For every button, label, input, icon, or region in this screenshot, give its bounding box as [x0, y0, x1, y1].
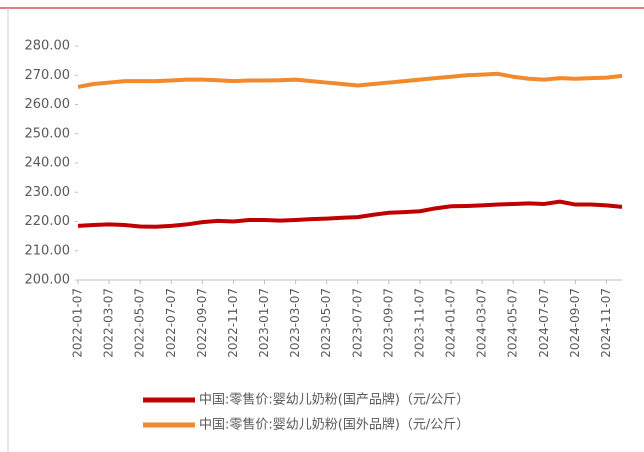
y-tick-label: 280.00 [25, 39, 71, 54]
x-tick-label: 2022-03-07 [102, 288, 116, 358]
y-tick-label: 240.00 [25, 156, 71, 171]
x-tick-label: 2024-03-07 [475, 288, 489, 358]
x-tick-label: 2023-05-07 [319, 288, 333, 358]
x-tick-label: 2024-01-07 [444, 288, 458, 358]
x-tick-label: 2023-03-07 [288, 288, 302, 358]
x-tick-label: 2024-07-07 [537, 288, 551, 358]
y-tick-label: 200.00 [25, 273, 71, 288]
x-tick-label: 2024-09-07 [568, 288, 582, 358]
x-tick-label: 2022-07-07 [164, 288, 178, 358]
x-tick-label: 2023-09-07 [381, 288, 395, 358]
y-tick-label: 210.00 [25, 243, 71, 258]
x-tick-label: 2024-05-07 [506, 288, 520, 358]
legend-label: 中国:零售价:婴幼儿奶粉(国外品牌)（元/公斤） [199, 417, 469, 433]
data-line [77, 199, 623, 229]
y-tick-label: 230.00 [25, 185, 71, 200]
y-tick-label: 220.00 [25, 214, 71, 229]
x-tick-label: 2024-11-07 [599, 288, 613, 358]
x-tick-label: 2022-09-07 [195, 288, 209, 358]
x-tick-label: 2023-07-07 [350, 288, 364, 358]
y-tick-label: 270.00 [25, 68, 71, 83]
legend-label: 中国:零售价:婴幼儿奶粉(国产品牌)（元/公斤） [199, 392, 469, 408]
data-line [77, 71, 623, 89]
x-tick-label: 2023-01-07 [257, 288, 271, 358]
x-tick-label: 2023-11-07 [412, 288, 426, 358]
y-tick-label: 260.00 [25, 97, 71, 112]
x-tick-label: 2022-05-07 [133, 288, 147, 358]
x-tick-label: 2022-11-07 [226, 288, 240, 358]
x-tick-label: 2022-01-07 [71, 288, 85, 358]
y-tick-label: 250.00 [25, 126, 71, 141]
